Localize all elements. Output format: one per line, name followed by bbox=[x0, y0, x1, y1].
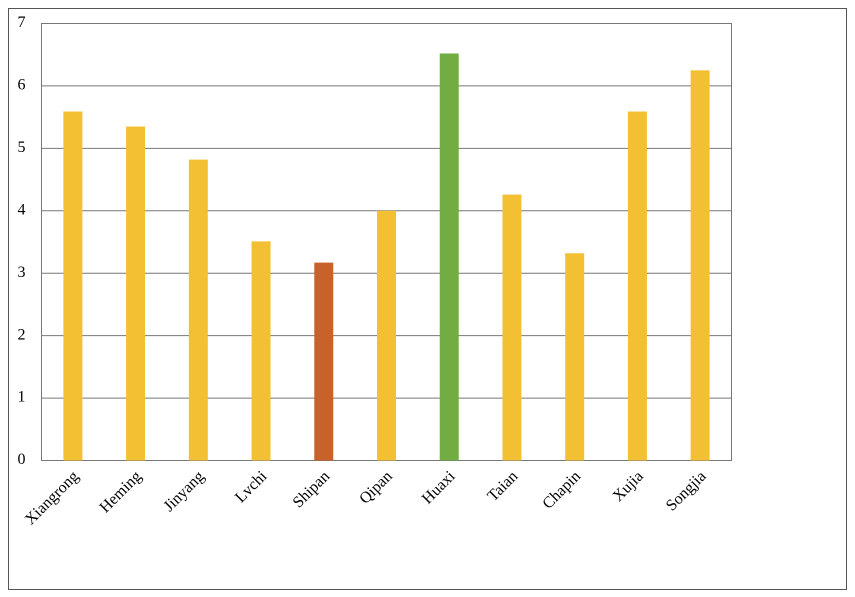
y-tick-label: 1 bbox=[18, 389, 26, 406]
bar bbox=[63, 111, 83, 461]
y-tick-label: 0 bbox=[18, 451, 26, 468]
bar bbox=[314, 262, 334, 461]
bar bbox=[188, 159, 208, 461]
bar bbox=[251, 241, 271, 461]
y-tick-label: 7 bbox=[18, 14, 26, 31]
y-tick-label: 5 bbox=[18, 139, 26, 156]
y-tick-label: 3 bbox=[18, 264, 26, 281]
bar bbox=[690, 70, 710, 461]
y-tick-label: 6 bbox=[18, 77, 26, 94]
bar bbox=[126, 126, 146, 461]
bar bbox=[377, 210, 396, 461]
bar bbox=[565, 253, 585, 461]
bar bbox=[439, 53, 459, 461]
y-tick-label: 4 bbox=[18, 201, 26, 218]
bar bbox=[627, 111, 647, 461]
bar bbox=[502, 194, 522, 461]
y-tick-label: 2 bbox=[18, 326, 26, 343]
